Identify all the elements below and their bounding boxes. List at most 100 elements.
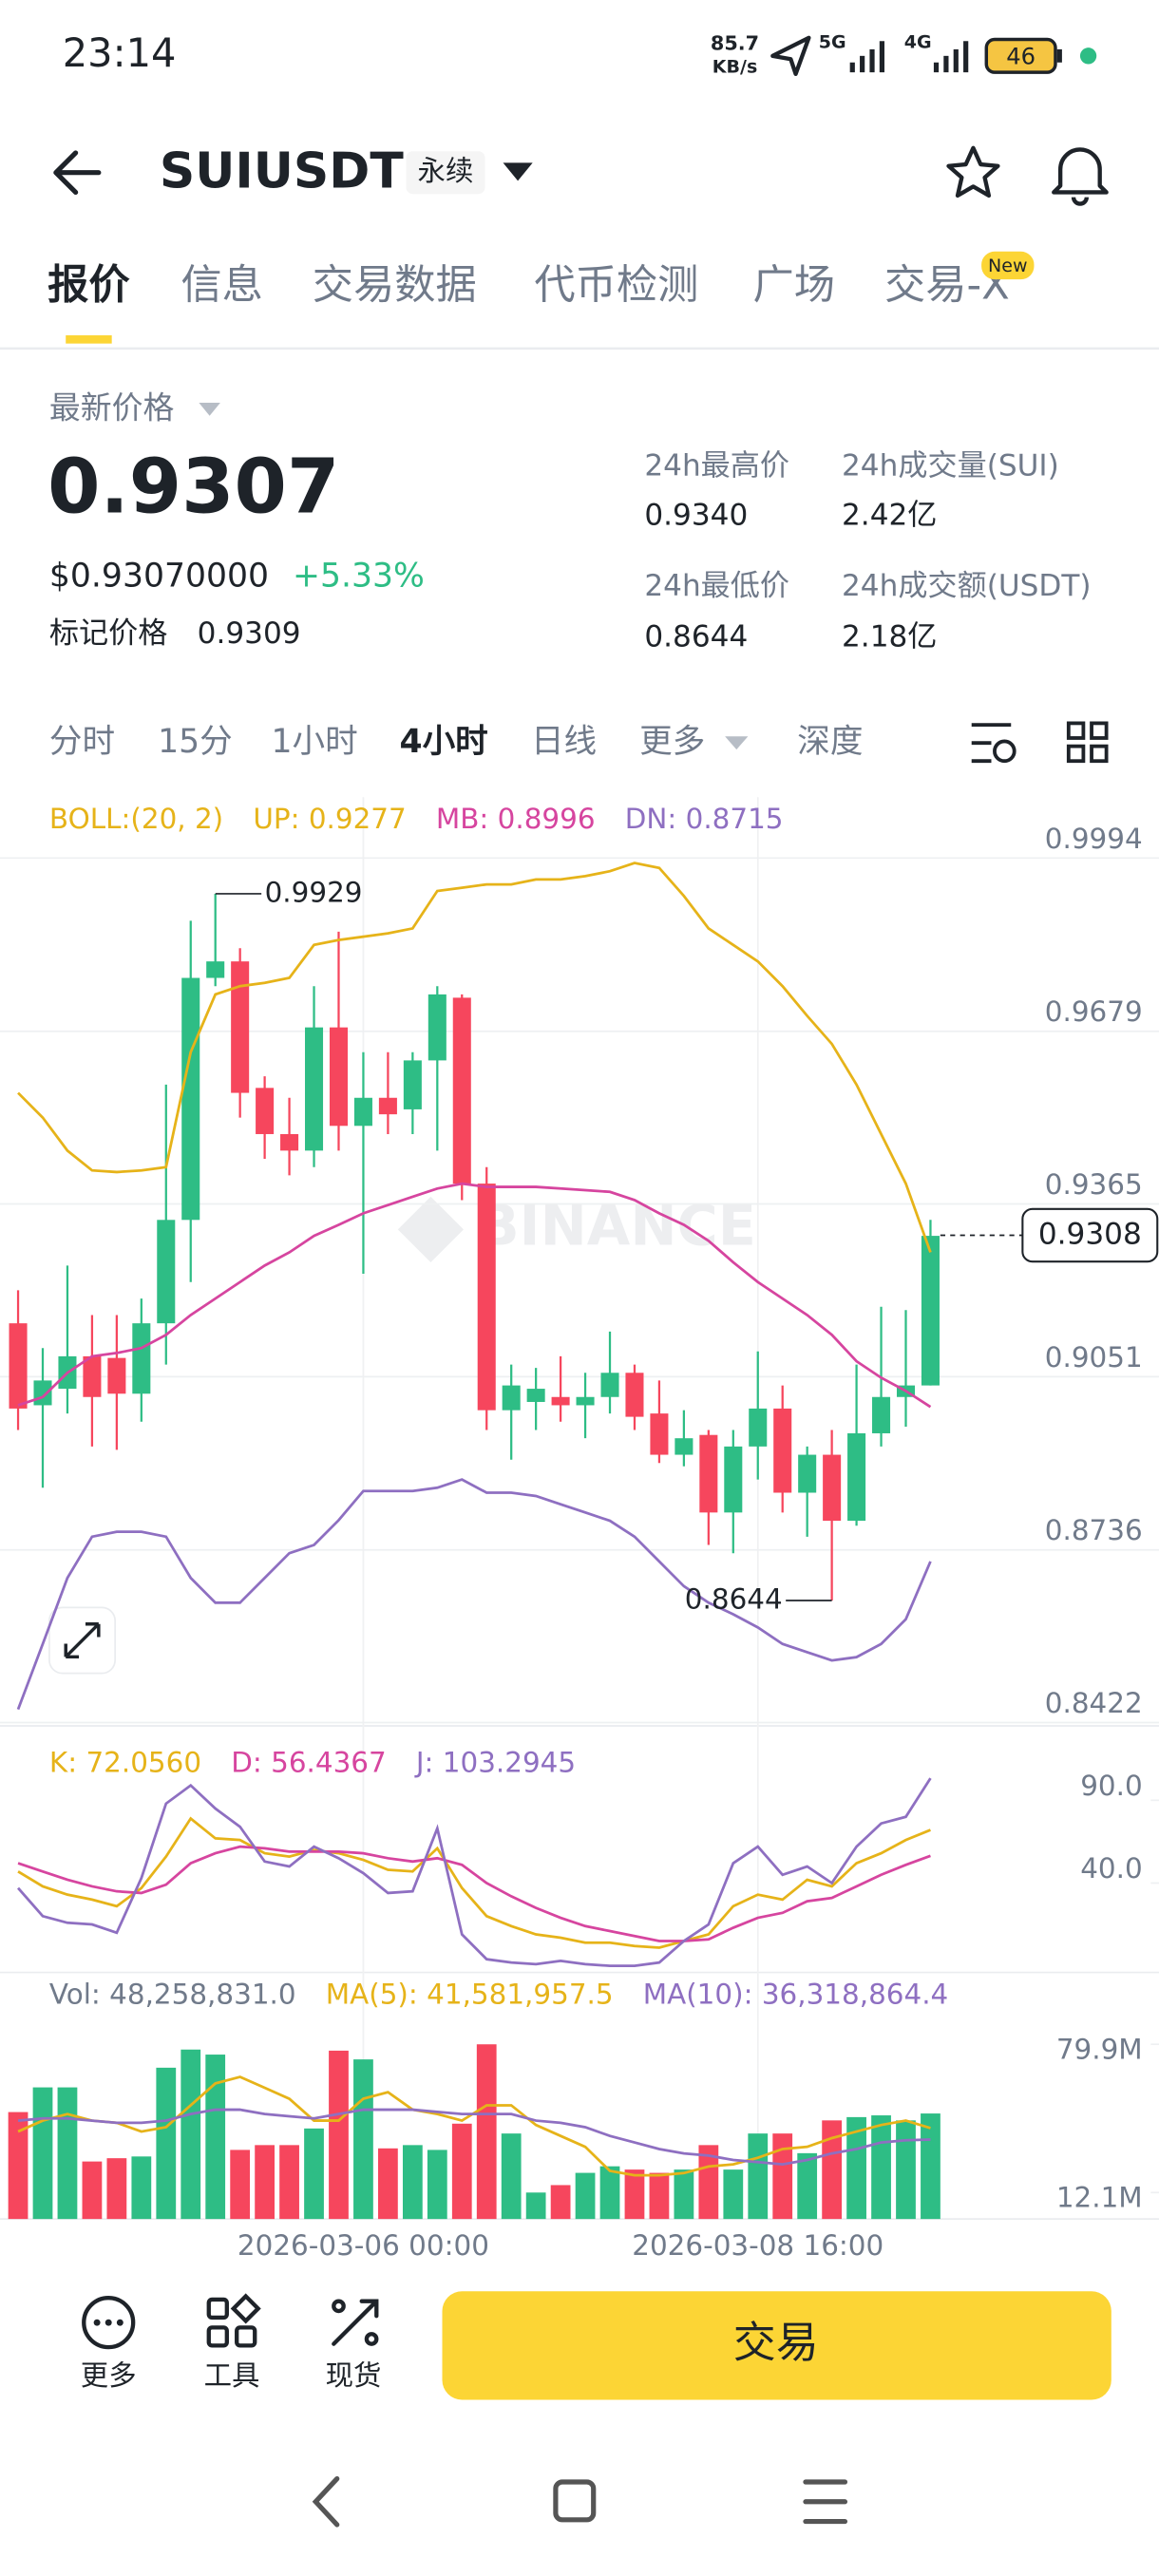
volume-bar <box>304 2128 324 2220</box>
layout-button[interactable] <box>1066 721 1109 764</box>
x-tick-label: 2026-03-08 16:00 <box>632 2229 884 2262</box>
nav-menu[interactable] <box>803 2479 848 2525</box>
volume-bar <box>156 2067 177 2220</box>
volume-bar <box>748 2133 769 2220</box>
dropdown-icon[interactable] <box>199 402 220 416</box>
latest-price-label: 最新价格 <box>49 388 175 426</box>
interval-bar: 分时 15分 1小时 4小时 日线 更多 深度 <box>49 721 1109 764</box>
candle-body <box>33 1380 52 1406</box>
candle-body <box>749 1408 768 1447</box>
signal-label: 5G <box>819 31 846 52</box>
y-tick-label: 0.8422 <box>1045 1687 1143 1719</box>
contract-badge <box>406 151 485 195</box>
usd-price: $0.93070000 <box>49 557 269 595</box>
candle-body <box>9 1323 28 1409</box>
candle-body <box>181 977 200 1221</box>
y-tick-label: 0.9051 <box>1045 1341 1143 1373</box>
last-price: 0.9307 <box>48 442 339 530</box>
indicator-line <box>17 1816 931 1949</box>
volume-bar <box>921 2113 940 2220</box>
interval[interactable]: 4小时 <box>400 723 488 761</box>
interval[interactable]: 1小时 <box>272 723 358 761</box>
volume-bar <box>896 2120 916 2220</box>
tools-icon[interactable] <box>206 2293 261 2348</box>
action-label[interactable]: 现货 <box>326 2359 382 2392</box>
interval[interactable]: 深度 <box>797 723 863 761</box>
legend-entry: Vol: 48,258,831.0 <box>49 1978 296 2010</box>
candle-body <box>502 1385 521 1411</box>
candle-body <box>353 1097 372 1127</box>
net-speed: 85.7 <box>711 32 759 55</box>
trade-button-label[interactable]: 交易 <box>733 2317 819 2367</box>
spot-icon[interactable] <box>332 2299 379 2346</box>
volume-bar <box>57 2087 78 2220</box>
tab[interactable]: 交易数据 <box>313 261 477 309</box>
action-label[interactable]: 更多 <box>81 2359 137 2392</box>
interval[interactable]: 日线 <box>531 723 597 761</box>
candle-body <box>428 994 446 1061</box>
volume-bar <box>230 2150 251 2220</box>
tab[interactable]: 广场 <box>753 261 836 309</box>
interval[interactable]: 更多 <box>639 723 705 761</box>
tab[interactable]: 信息 <box>180 261 263 309</box>
tab[interactable]: 报价 <box>48 261 130 309</box>
favorite-button[interactable] <box>946 145 1000 199</box>
candle-body <box>625 1373 644 1417</box>
tab[interactable]: 代币检测 <box>534 261 698 309</box>
candle-body <box>551 1396 570 1406</box>
legend-entry: MB: 0.8996 <box>436 803 596 835</box>
volume-bar <box>402 2145 423 2220</box>
action-label[interactable]: 工具 <box>204 2359 260 2392</box>
battery-level: 46 <box>1006 44 1036 70</box>
net-unit: KB/s <box>712 56 758 77</box>
y-tick-label: 12.1M <box>1056 2182 1143 2214</box>
candle-body <box>798 1454 817 1493</box>
volume-bar <box>871 2115 891 2220</box>
volume-bar <box>8 2112 28 2220</box>
trade-button[interactable] <box>442 2291 1112 2400</box>
volume-bar <box>822 2120 843 2220</box>
stat-value: 2.42亿 <box>842 498 937 532</box>
candle-body <box>576 1396 595 1406</box>
dropdown-icon[interactable] <box>725 736 749 750</box>
symbol-dropdown[interactable] <box>503 162 533 181</box>
nav-home[interactable] <box>553 2479 597 2523</box>
volume-bar <box>772 2133 793 2220</box>
volume-bar <box>698 2145 719 2220</box>
symbol[interactable]: SUIUSDT <box>160 142 404 199</box>
nav-back[interactable] <box>312 2475 340 2528</box>
candle-body <box>280 1133 299 1151</box>
volume-bar <box>32 2087 53 2220</box>
interval[interactable]: 15分 <box>158 723 233 761</box>
indicator-line <box>17 1777 932 1968</box>
volume-bar <box>329 2050 349 2220</box>
current-price-label: 0.9308 <box>1038 1218 1142 1252</box>
legend-entry: K: 72.0560 <box>49 1746 201 1778</box>
candle-body <box>132 1323 151 1394</box>
candle-body <box>773 1408 792 1493</box>
candle-body <box>329 1027 349 1127</box>
alert-button[interactable] <box>1052 147 1109 206</box>
mark-price-label: 标记价格 <box>49 616 168 651</box>
stat-value: 0.9340 <box>644 498 748 532</box>
legend-entry: D: 56.4367 <box>231 1746 387 1778</box>
indicator-line <box>16 1478 932 1711</box>
volume-bar <box>599 2166 620 2220</box>
interval[interactable]: 分时 <box>49 723 115 761</box>
signal-bars <box>933 41 969 73</box>
candle-body <box>674 1438 694 1455</box>
candle-body <box>600 1373 619 1397</box>
candle-body <box>650 1413 669 1455</box>
more-icon[interactable] <box>82 2296 136 2350</box>
battery <box>984 37 1057 74</box>
volume-bar <box>624 2169 645 2220</box>
back-button[interactable] <box>53 150 102 196</box>
legend-entry: DN: 0.8715 <box>625 803 784 835</box>
volume-bar <box>501 2133 522 2220</box>
indicator-settings[interactable] <box>971 723 1016 764</box>
candle-body <box>724 1446 743 1513</box>
volume-bar <box>550 2185 571 2220</box>
mark-price: 0.9309 <box>198 616 301 651</box>
volume-bar <box>797 2152 818 2220</box>
extreme-label: 0.8644 <box>685 1582 783 1615</box>
